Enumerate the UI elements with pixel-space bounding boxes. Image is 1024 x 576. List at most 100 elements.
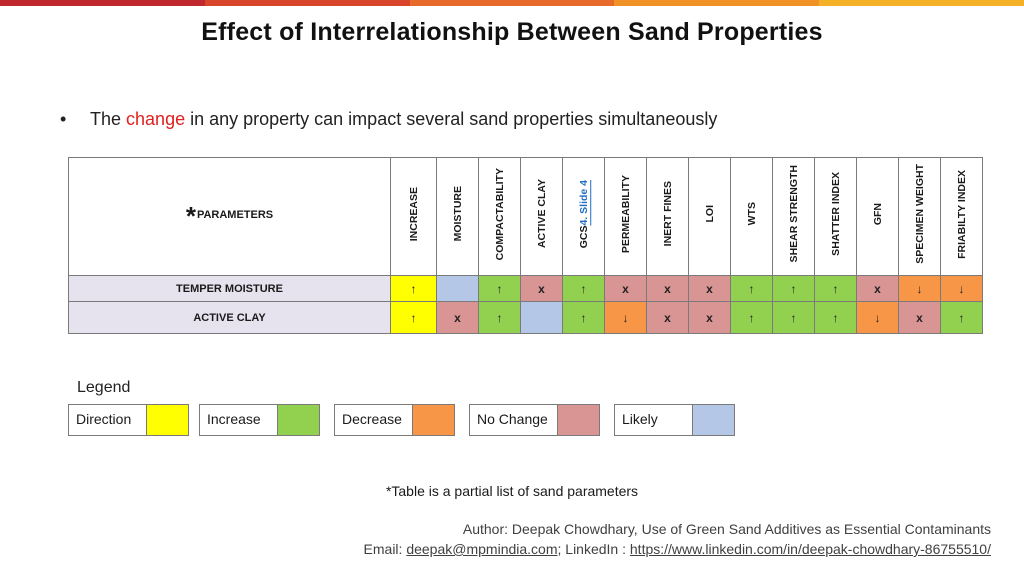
legend-label: Increase <box>200 405 278 435</box>
column-header: SPECIMEN WEIGHT <box>898 157 941 276</box>
effect-cell: ↑ <box>562 301 605 334</box>
email-link[interactable]: deepak@mpmindia.com <box>406 541 558 557</box>
effect-cell: ↑ <box>772 275 815 302</box>
legend-item: Increase <box>199 404 320 436</box>
effect-cell: x <box>856 275 899 302</box>
effect-cell: x <box>646 275 689 302</box>
effect-cell: ↑ <box>478 301 521 334</box>
column-header-label: GFN <box>872 203 884 225</box>
effect-cell: x <box>436 301 479 334</box>
parameters-header: *PARAMETERS <box>68 157 391 276</box>
footnote: *Table is a partial list of sand paramet… <box>385 483 639 499</box>
effect-cell <box>520 301 563 334</box>
bullet-highlight: change <box>126 109 186 129</box>
column-header-text: LOI <box>703 205 716 223</box>
column-header-label: SPECIMEN WEIGHT <box>914 164 926 264</box>
column-header-text: SHATTER INDEX <box>829 172 842 256</box>
column-header-text: MOISTURE <box>451 186 464 242</box>
column-header-text: INERT FINES <box>661 181 674 247</box>
column-header-text: WTS <box>745 202 758 226</box>
contact-line: Email: deepak@mpmindia.com; LinkedIn : h… <box>364 541 991 557</box>
legend-swatch <box>147 405 188 435</box>
column-header-label: GCS4. Slide 4 <box>578 180 590 248</box>
effect-cell: ↓ <box>898 275 941 302</box>
legend-title: Legend <box>77 379 131 396</box>
row-label: ACTIVE CLAY <box>68 301 391 334</box>
effect-cell: x <box>688 301 731 334</box>
column-header: INERT FINES <box>646 157 689 276</box>
accent-segment <box>614 0 820 6</box>
column-header-text: SHEAR STRENGTH <box>787 165 800 263</box>
email-label: Email: <box>363 541 407 557</box>
accent-segment <box>204 0 410 6</box>
column-header-text: GFN <box>871 202 884 226</box>
effect-cell: ↓ <box>940 275 983 302</box>
bullet-symbol: • <box>60 109 67 129</box>
effect-cell: ↑ <box>730 301 773 334</box>
effect-cell: x <box>520 275 563 302</box>
bullet-text-after: in any property can impact several sand … <box>185 109 718 129</box>
column-header-label: SHATTER INDEX <box>830 172 842 256</box>
effect-cell: ↓ <box>604 301 647 334</box>
table-row: ACTIVE CLAY ↑ x ↑ ↑ ↓ x x ↑ ↑ ↑ ↓ x ↑ <box>68 301 983 334</box>
column-header: PERMEABILITY <box>604 157 647 276</box>
column-header-label: INCREASE <box>408 187 420 241</box>
effect-cell: ↑ <box>562 275 605 302</box>
column-header-label: LOI <box>704 205 716 223</box>
legend-item: Direction <box>68 404 189 436</box>
column-header-text: GCS <box>577 225 590 249</box>
effect-cell: ↓ <box>856 301 899 334</box>
column-header-label: SHEAR STRENGTH <box>788 165 800 262</box>
legend-label: Decrease <box>335 405 413 435</box>
legend-item: Decrease <box>334 404 455 436</box>
column-header: WTS <box>730 157 773 276</box>
column-header-label: PERMEABILITY <box>620 175 632 253</box>
column-header-label: COMPACTABILITY <box>494 168 506 260</box>
column-header-label: INERT FINES <box>662 181 674 246</box>
effect-cell <box>436 275 479 302</box>
column-header: ACTIVE CLAY <box>520 157 563 276</box>
column-header: COMPACTABILITY <box>478 157 521 276</box>
effect-cell: x <box>646 301 689 334</box>
accent-segment <box>409 0 615 6</box>
effect-cell: x <box>604 275 647 302</box>
linkedin-label: ; LinkedIn : <box>557 541 630 557</box>
column-header: LOI <box>688 157 731 276</box>
table-header-row: *PARAMETERS INCREASE MOISTURE COMPACTABILI… <box>68 157 983 276</box>
slide-link[interactable]: 4. Slide 4 <box>577 179 590 226</box>
column-header: INCREASE <box>390 157 437 276</box>
effect-cell: x <box>898 301 941 334</box>
bullet-point: • The change in any property can impact s… <box>60 109 717 130</box>
column-header-text: INCREASE <box>407 186 420 242</box>
effect-cell: ↑ <box>730 275 773 302</box>
column-header-label: FRIABILTY INDEX <box>956 170 968 259</box>
legend-item: No Change <box>469 404 600 436</box>
effect-cell: x <box>688 275 731 302</box>
author-credit: Author: Deepak Chowdhary, Use of Green S… <box>462 521 991 537</box>
table-row: TEMPER MOISTURE ↑ ↑ x ↑ x x x ↑ ↑ ↑ x ↓ ↓ <box>68 275 983 302</box>
column-header-label: ACTIVE CLAY <box>536 179 548 248</box>
linkedin-link[interactable]: https://www.linkedin.com/in/deepak-chowd… <box>629 541 991 557</box>
column-header-text: COMPACTABILITY <box>493 167 506 261</box>
slide-title: Effect of Interrelationship Between Sand… <box>201 18 823 46</box>
column-header: GFN <box>856 157 899 276</box>
accent-segment <box>819 0 1024 6</box>
column-header-label: MOISTURE <box>452 186 464 241</box>
accent-segment <box>0 0 205 6</box>
effect-cell: ↑ <box>390 301 437 334</box>
top-accent-bar <box>0 0 1024 6</box>
bullet-text-before: The <box>90 109 127 129</box>
column-header: SHEAR STRENGTH <box>772 157 815 276</box>
effect-cell: ↑ <box>390 275 437 302</box>
column-header-text: PERMEABILITY <box>619 174 632 254</box>
column-header-label: WTS <box>746 202 758 225</box>
column-header: SHATTER INDEX <box>814 157 857 276</box>
effect-cell: ↑ <box>478 275 521 302</box>
legend-swatch <box>413 405 454 435</box>
effect-cell: ↑ <box>772 301 815 334</box>
column-header: FRIABILTY INDEX <box>940 157 983 276</box>
column-header: GCS4. Slide 4 <box>562 157 605 276</box>
legend-swatch <box>278 405 319 435</box>
column-header-text: FRIABILTY INDEX <box>955 169 968 259</box>
legend-swatch <box>693 405 734 435</box>
